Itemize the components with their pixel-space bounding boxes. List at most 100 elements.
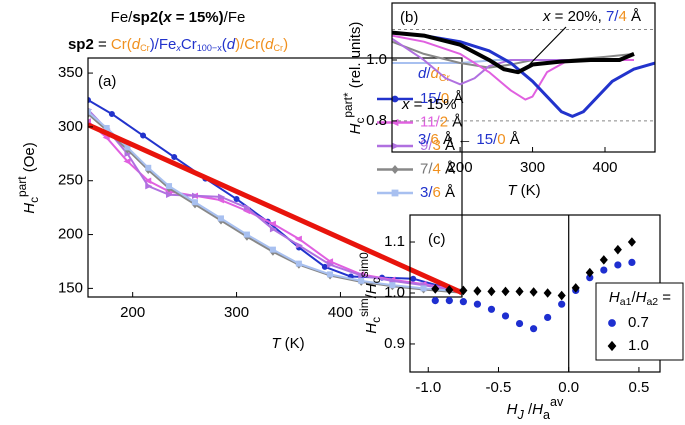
text-part: 7/ (420, 160, 433, 177)
legend-label: 9/3 Å (420, 137, 455, 154)
legend-label: 3/6 Å (420, 184, 455, 201)
marker (544, 313, 552, 322)
text-part: = 20%, (551, 8, 606, 25)
marker (269, 246, 276, 253)
marker (269, 225, 278, 233)
text-part: 15/ (420, 90, 442, 107)
text-part: x (401, 96, 410, 113)
text-part: 11/ (420, 113, 441, 130)
marker (627, 237, 636, 247)
marker (571, 283, 580, 293)
text-part: H (532, 401, 543, 418)
x-tick-label: 200 (448, 159, 473, 176)
x-tick-label: 400 (592, 159, 617, 176)
text-part: Å (449, 90, 463, 107)
text-part: H (347, 123, 364, 134)
text-part: 9/ (420, 137, 433, 154)
marker (431, 284, 440, 294)
panel-label: (c) (428, 231, 446, 248)
y-tick-label: 0.8 (366, 112, 387, 129)
text-part: 15/ (476, 131, 498, 148)
text-part: 3/ (418, 131, 431, 148)
text-part: c (369, 277, 383, 283)
text-part: 3/ (420, 184, 433, 201)
text-part: )/Fe (150, 36, 177, 53)
text-part: T (507, 182, 518, 199)
marker (192, 199, 199, 206)
text-part: H (636, 289, 647, 306)
marker (166, 191, 174, 198)
text-part: sp2 (68, 36, 94, 53)
marker (327, 271, 334, 278)
marker (123, 158, 131, 165)
text-part: a2 (646, 296, 658, 308)
text-part: Å (441, 137, 455, 154)
chart-subtitle: sp2 = Cr(dCr)/FexCr100−x(d)/Cr(dCr) (68, 36, 288, 53)
text-part: Å (448, 113, 462, 130)
text-part: d (418, 65, 427, 82)
plot-area (431, 215, 636, 372)
annotation: x = 15% (401, 96, 457, 113)
y-tick-label: 150 (58, 279, 83, 296)
marker (558, 300, 566, 308)
marker (295, 260, 302, 267)
marker (217, 215, 224, 222)
text-part: 0 (497, 131, 505, 148)
y-axis-label: Hcsim/Hcsim0 (357, 252, 383, 334)
text-part: sim (357, 298, 371, 317)
series-line (88, 111, 462, 293)
x-tick-label: 400 (328, 304, 353, 321)
text-part: Fe/ (111, 9, 134, 26)
text-part: 4 (618, 8, 626, 25)
x-tick-label: 300 (224, 304, 249, 321)
x-tick-label: -1.0 (415, 379, 441, 396)
text-part: / (426, 65, 431, 82)
text-part: 2 (440, 113, 448, 130)
annotation: x = 20%, 7/4 Å (542, 8, 641, 25)
x-tick-label: -0.5 (486, 379, 512, 396)
text-part: J (517, 408, 525, 422)
plot-area (392, 29, 655, 122)
marker (515, 286, 524, 297)
marker (445, 285, 454, 295)
text-part: / (631, 289, 636, 306)
marker (268, 220, 276, 228)
y-axis-label: Hcpart (Oe) (15, 142, 41, 213)
plot-area (88, 96, 462, 297)
text-part: 6 (431, 131, 439, 148)
axes-frame (391, 2, 656, 153)
marker (358, 277, 365, 284)
text-part: = 15% (410, 96, 457, 113)
marker (501, 312, 510, 320)
text-part: Å ← (439, 131, 477, 148)
x-tick-label: 200 (120, 304, 145, 321)
text-part: part* (341, 92, 355, 117)
text-part: H (507, 401, 518, 418)
marker (166, 183, 173, 190)
text-part: (K) (281, 335, 305, 352)
series-line (88, 99, 462, 293)
text-part: c (353, 118, 367, 124)
y-tick-label: 250 (58, 172, 83, 189)
marker (515, 319, 524, 328)
text-part: H (363, 323, 380, 334)
marker (459, 298, 467, 306)
text-part: Å (627, 8, 641, 25)
marker (144, 177, 152, 184)
marker (599, 255, 608, 265)
marker (557, 290, 566, 301)
x-axis-label: T (K) (507, 182, 540, 199)
series-line (392, 30, 635, 75)
text-part: 6 (433, 184, 441, 201)
x-tick-label: 0.5 (629, 379, 650, 396)
marker (391, 164, 399, 175)
marker (487, 305, 496, 313)
marker (233, 196, 240, 203)
marker (243, 231, 250, 238)
marker (391, 95, 399, 103)
marker (108, 110, 115, 117)
chart-title: Fe/sp2(x = 15%)/Fe (111, 9, 246, 26)
text-part: c (27, 197, 41, 203)
text-part: ) (283, 36, 288, 53)
text-part: 0 (441, 90, 449, 107)
